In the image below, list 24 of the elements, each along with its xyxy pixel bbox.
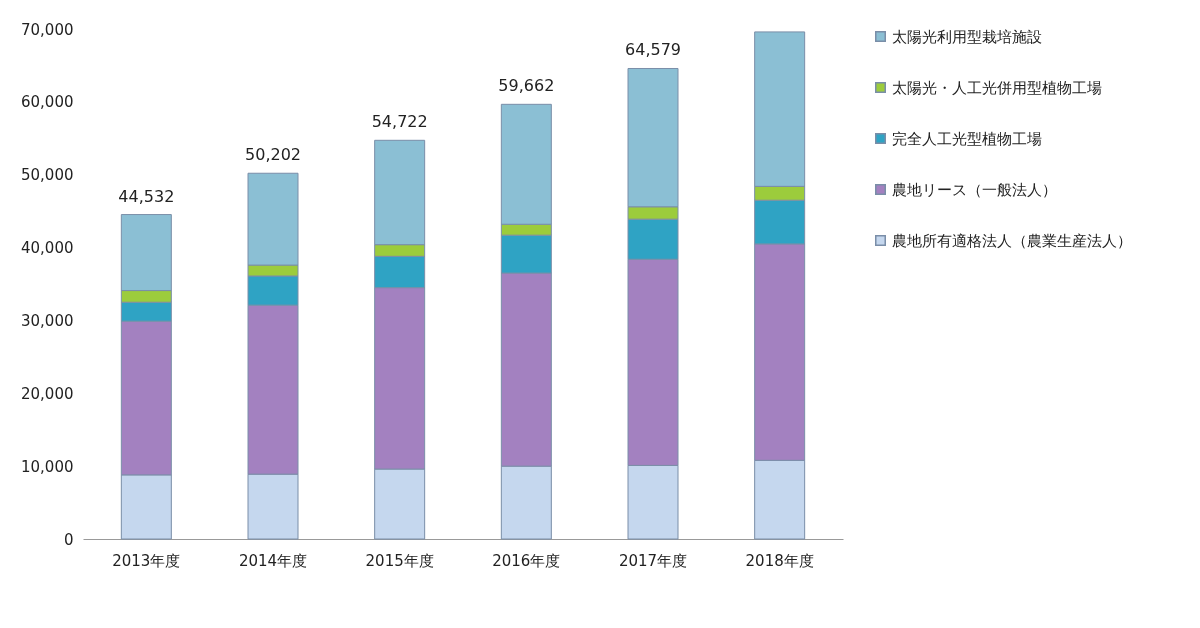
total-label: 59,662 [498, 76, 555, 96]
y-tick-label: 60,000 [21, 93, 74, 112]
x-tick-label: 2016年度 [492, 551, 561, 570]
total-label: 44,532 [118, 186, 175, 206]
x-tick-label: 2018年度 [745, 551, 814, 570]
x-tick-label: 2013年度 [112, 551, 181, 570]
legend-label: 太陽光・人工光併用型植物工場 [892, 78, 1102, 97]
legend-label: 太陽光利用型栽培施設 [892, 27, 1042, 46]
legend-label: 農地所有適格法人（農業生産法人） [892, 231, 1132, 250]
legend-label: 完全人工光型植物工場 [892, 129, 1042, 148]
total-label: 54,722 [371, 112, 428, 132]
legend-label: 農地リース（一般法人） [892, 180, 1057, 199]
y-tick-label: 20,000 [21, 384, 74, 403]
total-label: 50,202 [245, 145, 301, 165]
y-tick-label: 30,000 [21, 311, 74, 330]
y-tick-label: 50,000 [21, 166, 74, 185]
y-tick-label: 0 [63, 530, 74, 549]
x-tick-label: 2014年度 [238, 551, 308, 570]
x-tick-label: 2017年度 [618, 551, 688, 570]
y-tick-label: 10,000 [21, 457, 74, 476]
y-tick-label: 70,000 [21, 20, 74, 39]
total-label: 64,579 [625, 40, 681, 60]
y-tick-label: 40,000 [21, 239, 74, 258]
x-tick-label: 2015年度 [365, 551, 434, 570]
